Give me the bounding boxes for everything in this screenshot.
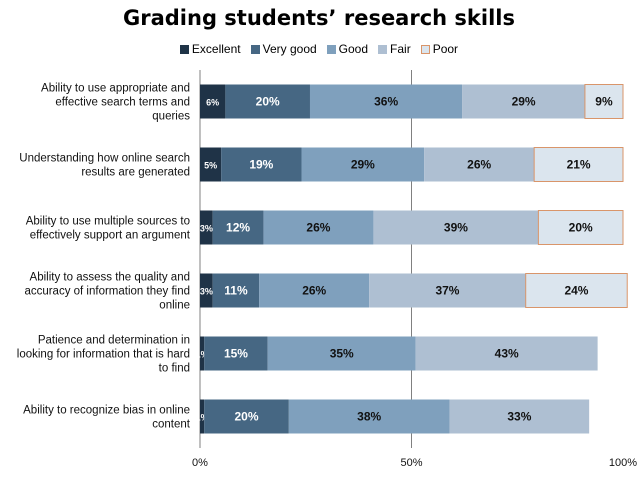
legend-swatch: [179, 44, 189, 54]
bar-segment-very-good: [225, 84, 310, 119]
data-label: 15%: [224, 347, 248, 361]
data-label: 36%: [374, 95, 398, 109]
data-label: 33%: [507, 410, 531, 424]
legend-swatch: [326, 44, 336, 54]
bar-segment-poor: [537, 210, 624, 245]
bar-segment-very-good: [212, 210, 264, 245]
data-label: 20%: [235, 410, 259, 424]
bar-segment-fair: [373, 210, 539, 245]
data-label: 20%: [256, 95, 280, 109]
data-label: 9%: [595, 95, 613, 109]
data-label: 6%: [206, 98, 219, 108]
legend-item-fair: Fair: [378, 42, 411, 56]
data-label: 5%: [204, 161, 217, 171]
bar-segment-good: [259, 273, 370, 308]
bar-segment-good: [267, 336, 416, 371]
data-label: 29%: [512, 95, 536, 109]
x-tick-label: 0%: [192, 457, 208, 469]
category-label: Ability to use multiple sources to effect…: [26, 216, 191, 242]
data-label: 12%: [226, 221, 250, 235]
data-label: 11%: [224, 284, 248, 298]
chart-title: Grading students’ research skills: [123, 6, 515, 30]
bar-segment-fair: [415, 336, 598, 371]
bar-segment-excellent: [200, 336, 205, 371]
bar-segment-fair: [424, 147, 535, 182]
data-label: 35%: [330, 347, 354, 361]
legend-swatch: [378, 44, 388, 54]
bar-segment-very-good: [204, 399, 289, 434]
bar-segment-very-good: [204, 336, 268, 371]
bar-segment-excellent: [200, 273, 213, 308]
legend-label: Good: [338, 42, 369, 56]
legend-swatch: [420, 44, 430, 54]
bar-segment-good: [288, 399, 450, 434]
bar-segment-fair: [462, 84, 585, 119]
data-label: 24%: [564, 284, 588, 298]
data-label: 26%: [306, 221, 330, 235]
category-label: Ability to use appropriate and effective …: [41, 83, 190, 123]
data-label: 38%: [357, 410, 381, 424]
bar-segment-fair: [449, 399, 590, 434]
bar-segment-good: [309, 84, 463, 119]
bar-segment-fair: [369, 273, 526, 308]
data-label: 19%: [249, 158, 273, 172]
category-label: Patience and determination in looking for…: [17, 335, 190, 375]
x-tick-label: 100%: [609, 457, 637, 469]
bar-segment-excellent: [200, 147, 222, 182]
bar-segment-very-good: [212, 273, 260, 308]
data-label: 26%: [302, 284, 326, 298]
bar-segment-good: [263, 210, 374, 245]
bar-segment-very-good: [221, 147, 302, 182]
data-label: 29%: [351, 158, 375, 172]
bar-segment-excellent: [200, 84, 226, 119]
data-label: 21%: [567, 158, 591, 172]
legend-swatch: [250, 44, 260, 54]
data-label: 1%: [196, 413, 209, 423]
bar-segment-poor: [533, 147, 624, 182]
data-label: 3%: [200, 224, 213, 234]
bar-segment-poor: [584, 84, 624, 119]
category-label: Ability to assess the quality and accurac…: [24, 272, 190, 312]
data-label: 37%: [435, 284, 459, 298]
category-label: Understanding how online search results a…: [19, 153, 190, 179]
data-label: 20%: [569, 221, 593, 235]
bar-segment-excellent: [200, 210, 213, 245]
bar-segment-good: [301, 147, 425, 182]
legend-item-very-good: Very good: [250, 42, 317, 56]
bar-segment-excellent: [200, 399, 205, 434]
legend-label: Excellent: [191, 42, 241, 56]
legend-item-poor: Poor: [420, 42, 459, 56]
legend-item-excellent: Excellent: [179, 42, 241, 56]
data-label: 1%: [196, 350, 209, 360]
data-label: 26%: [467, 158, 491, 172]
legend-label: Fair: [390, 42, 411, 56]
legend-label: Very good: [262, 42, 317, 56]
legend-label: Poor: [432, 42, 459, 56]
data-label: 43%: [495, 347, 519, 361]
chart-legend: Excellent Very good Good Fair Poor: [0, 42, 638, 56]
legend-item-good: Good: [326, 42, 369, 56]
category-label: Ability to recognize bias in online conte…: [23, 405, 191, 431]
x-tick-label: 50%: [400, 457, 422, 469]
data-label: 39%: [444, 221, 468, 235]
data-label: 3%: [200, 287, 213, 297]
bar-segment-poor: [525, 273, 628, 308]
